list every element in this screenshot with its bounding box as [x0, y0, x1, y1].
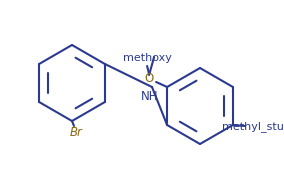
- Text: Br: Br: [70, 126, 82, 139]
- Text: methoxy: methoxy: [123, 53, 172, 63]
- Text: methyl_stub: methyl_stub: [222, 121, 284, 132]
- Text: O: O: [145, 73, 154, 86]
- Text: NH: NH: [141, 91, 159, 104]
